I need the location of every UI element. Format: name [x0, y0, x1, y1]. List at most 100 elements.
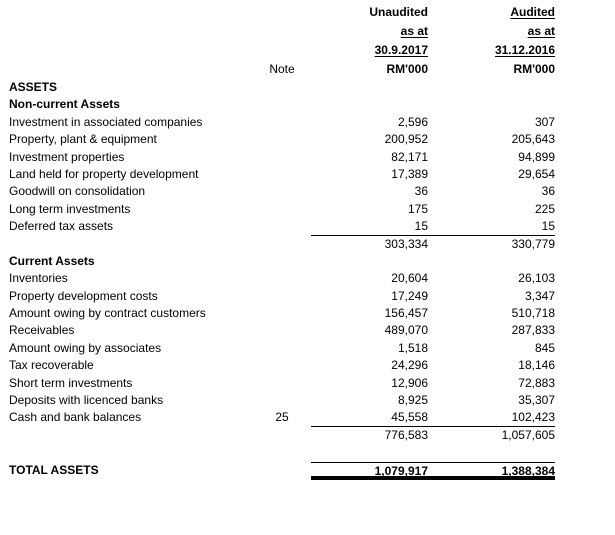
row-value-audited: 205,643: [511, 132, 555, 147]
row-note: [253, 201, 311, 218]
column-qualifier-audited: Audited: [510, 5, 555, 19]
row-value-unaudited: 156,457: [384, 306, 428, 321]
as-at-label-unaudited: as at: [400, 24, 428, 38]
subtotal-row-non-current: 303,334 330,779: [9, 236, 615, 253]
header-row-as-at: as at as at: [9, 22, 615, 41]
table-row: Deferred tax assets 15 15: [9, 218, 615, 236]
table-row: Property, plant & equipment 200,952 205,…: [9, 131, 615, 148]
row-value-audited: 307: [534, 114, 555, 129]
row-label: Amount owing by contract customers: [9, 306, 206, 321]
subtotal-row-current: 776,583 1,057,605: [9, 427, 615, 444]
header-spacer: [9, 60, 253, 79]
table-row: Short term investments 12,906 72,883: [9, 375, 615, 392]
row-label: Goodwill on consolidation: [9, 184, 146, 199]
row-label: Land held for property development: [9, 166, 199, 181]
row-label: Amount owing by associates: [9, 340, 162, 355]
section-heading-row: ASSETS: [9, 79, 615, 96]
row-note: [253, 149, 311, 166]
subtotal-value-unaudited: 776,583: [384, 427, 428, 442]
total-assets-label: TOTAL ASSETS: [9, 462, 99, 477]
row-value-audited: 845: [534, 340, 555, 355]
row-value-audited: 3,347: [524, 288, 555, 303]
row-value-audited: 18,146: [518, 358, 555, 373]
header-spacer: [253, 3, 311, 22]
row-value-audited: 26,103: [518, 271, 555, 286]
total-assets-row: TOTAL ASSETS 1,079,917 1,388,384: [9, 461, 615, 480]
row-value-audited: 94,899: [518, 149, 555, 164]
period-end-date-unaudited: 30.9.2017: [374, 43, 428, 57]
currency-unit-unaudited: RM'000: [386, 62, 428, 76]
header-cell: Note: [253, 60, 311, 79]
row-label: Deferred tax assets: [9, 219, 114, 234]
period-end-date-audited: 31.12.2016: [494, 43, 555, 57]
column-qualifier-unaudited: Unaudited: [369, 5, 428, 19]
table-row: Land held for property development 17,38…: [9, 166, 615, 183]
currency-unit-audited: RM'000: [513, 62, 555, 76]
row-value-unaudited: 1,518: [397, 340, 428, 355]
row-value-audited: 510,718: [511, 306, 555, 321]
table-row: Long term investments 175 225: [9, 201, 615, 218]
row-note: [253, 131, 311, 148]
row-note: [253, 218, 311, 235]
header-row-qualifier: Unaudited Audited: [9, 3, 615, 22]
row-label: Deposits with licenced banks: [9, 393, 164, 408]
subtotal-value-audited: 330,779: [511, 236, 555, 251]
row-note: [253, 357, 311, 374]
row-value-audited: 72,883: [518, 375, 555, 390]
table-row: Goodwill on consolidation 36 36: [9, 183, 615, 200]
header-cell: as at: [428, 22, 555, 41]
row-value-unaudited: 82,171: [391, 149, 428, 164]
row-label: Receivables: [9, 323, 75, 338]
row-value-unaudited: 15: [311, 218, 428, 236]
row-note: [253, 288, 311, 305]
table-row: Deposits with licenced banks 8,925 35,30…: [9, 392, 615, 409]
subtotal-value-unaudited: 303,334: [384, 236, 428, 251]
table-row: Investment in associated companies 2,596…: [9, 114, 615, 131]
row-value-audited: 15: [428, 218, 555, 236]
table-row: Amount owing by associates 1,518 845: [9, 340, 615, 357]
assets-heading: ASSETS: [9, 80, 58, 94]
header-cell: Unaudited: [311, 3, 428, 22]
row-value-unaudited: 200,952: [384, 132, 428, 147]
row-note: [253, 270, 311, 287]
header-row-units: Note RM'000 RM'000: [9, 60, 615, 79]
row-value-unaudited: 36: [414, 184, 428, 199]
total-value-audited: 1,388,384: [428, 461, 555, 480]
header-spacer: [253, 41, 311, 60]
row-note: [253, 340, 311, 357]
header-cell: Audited: [428, 3, 555, 22]
table-row: Inventories 20,604 26,103: [9, 270, 615, 287]
row-note: [253, 183, 311, 200]
header-cell: RM'000: [311, 60, 428, 79]
row-value-unaudited: 8,925: [397, 393, 428, 408]
table-row: Investment properties 82,171 94,899: [9, 149, 615, 166]
section-heading-row: Non-current Assets: [9, 96, 615, 113]
header-spacer: [9, 41, 253, 60]
current-assets-heading: Current Assets: [9, 253, 95, 268]
header-spacer: [9, 3, 253, 22]
header-spacer: [9, 22, 253, 41]
row-value-audited: 36: [541, 184, 555, 199]
row-note: [253, 322, 311, 339]
row-value-audited: 287,833: [511, 323, 555, 338]
row-note: [253, 114, 311, 131]
row-note: [253, 375, 311, 392]
table-row: Tax recoverable 24,296 18,146: [9, 357, 615, 374]
row-value-unaudited: 17,389: [391, 166, 428, 181]
row-value-unaudited: 45,558: [311, 409, 428, 427]
blank-row: [9, 444, 615, 461]
row-label: Tax recoverable: [9, 358, 94, 373]
row-label: Property development costs: [9, 288, 158, 303]
row-note: [253, 392, 311, 409]
row-value-unaudited: 20,604: [391, 271, 428, 286]
row-value-unaudited: 2,596: [397, 114, 428, 129]
as-at-label-audited: as at: [527, 24, 555, 38]
header-cell: RM'000: [428, 60, 555, 79]
header-cell: as at: [311, 22, 428, 41]
row-value-unaudited: 24,296: [391, 358, 428, 373]
subtotal-value-audited: 1,057,605: [501, 427, 555, 442]
header-cell: 31.12.2016: [428, 41, 555, 60]
row-value-audited: 102,423: [428, 409, 555, 427]
row-note: [253, 305, 311, 322]
